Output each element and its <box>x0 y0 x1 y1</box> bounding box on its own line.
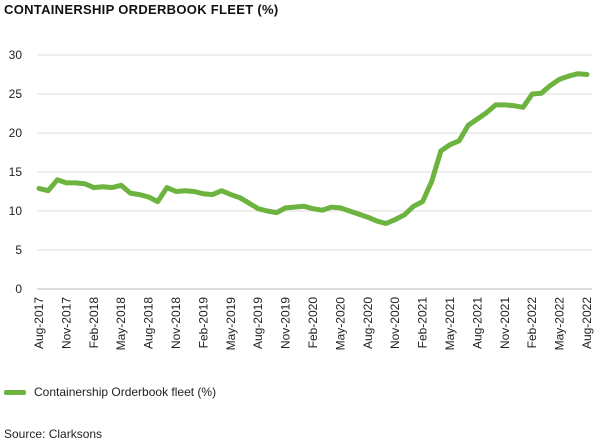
x-tick-label: Feb-2020 <box>306 297 320 349</box>
y-tick-label: 30 <box>9 48 23 62</box>
x-tick-label: Nov-2020 <box>388 297 402 349</box>
x-tick-label: Feb-2018 <box>87 297 101 349</box>
y-tick-label: 25 <box>9 87 23 101</box>
legend-swatch <box>4 389 26 395</box>
x-tick-label: May-2020 <box>333 297 347 351</box>
x-tick-label: May-2022 <box>553 297 567 351</box>
x-tick-label: Nov-2017 <box>59 297 73 349</box>
x-tick-label: Feb-2022 <box>525 297 539 349</box>
y-tick-label: 20 <box>9 126 23 140</box>
legend-label: Containership Orderbook fleet (%) <box>34 385 217 399</box>
source-note: Source: Clarksons <box>4 427 103 441</box>
x-tick-label: Nov-2019 <box>279 297 293 349</box>
x-tick-label: Aug-2020 <box>361 297 375 349</box>
x-tick-label: Aug-2021 <box>470 297 484 349</box>
x-tick-label: Feb-2021 <box>416 297 430 349</box>
y-tick-label: 5 <box>15 243 22 257</box>
x-tick-label: Aug-2019 <box>251 297 265 349</box>
y-tick-label: 0 <box>15 282 22 296</box>
x-tick-label: Aug-2022 <box>580 297 594 349</box>
y-tick-label: 10 <box>9 204 23 218</box>
x-tick-label: May-2021 <box>443 297 457 351</box>
chart-title: CONTAINERSHIP ORDERBOOK FLEET (%) <box>4 2 279 17</box>
line-chart: 0 5 10 15 20 25 30 Aug-2017 Nov-2017 Feb-2018 May… <box>9 48 594 351</box>
x-tick-label: Nov-2018 <box>169 297 183 349</box>
x-tick-label: May-2018 <box>114 297 128 351</box>
x-tick-label: May-2019 <box>224 297 238 351</box>
x-tick-label: Nov-2021 <box>498 297 512 349</box>
chart-legend: Containership Orderbook fleet (%) <box>4 385 216 399</box>
x-tick-label: Aug-2018 <box>142 297 156 349</box>
x-tick-label: Feb-2019 <box>196 297 210 349</box>
series-line-orderbook-fleet <box>36 71 590 226</box>
y-tick-label: 15 <box>9 165 23 179</box>
x-tick-label: Aug-2017 <box>32 297 46 349</box>
